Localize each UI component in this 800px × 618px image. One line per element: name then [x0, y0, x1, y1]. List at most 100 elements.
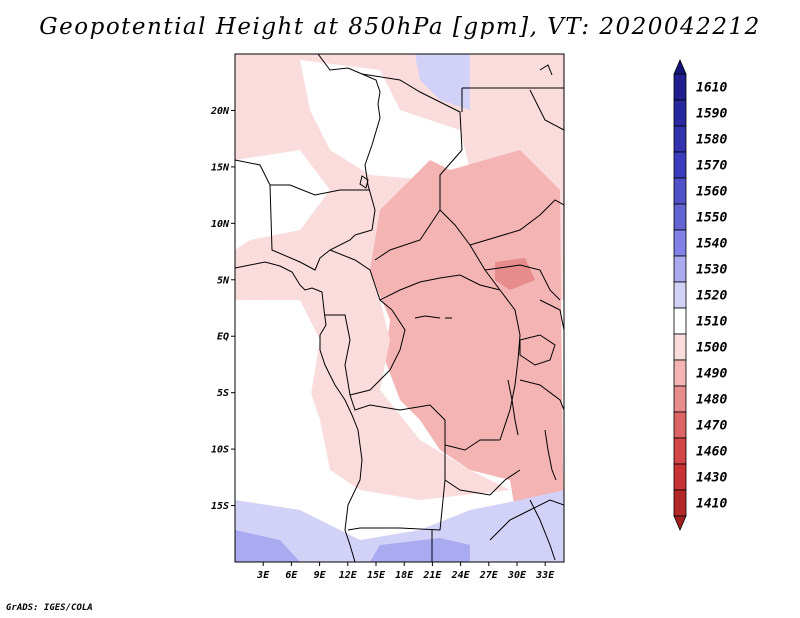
border-drc-east [499, 289, 521, 441]
colorbar-label: 1550 [696, 211, 727, 226]
colorbar-label: 1590 [696, 107, 727, 122]
colorbar-top-arrow [673, 58, 687, 75]
colorbar-label: 1510 [696, 315, 727, 330]
border-kenya [539, 299, 564, 331]
credit-label: GrADS: IGES/COLA [6, 603, 93, 613]
colorbar-label: 1480 [696, 393, 727, 408]
border-eritrea [529, 89, 564, 131]
region-gulf-of-guinea [235, 300, 320, 510]
colorbar-label: 1580 [696, 133, 727, 148]
colorbar-swatch [673, 359, 687, 387]
colorbar-label: 1410 [696, 497, 727, 512]
coast-lake-malawi [544, 429, 557, 481]
y-tick-label: 5S [217, 388, 229, 399]
colorbar-swatch [673, 125, 687, 153]
region-northwest-white [235, 150, 330, 250]
y-tick-label: 20N [210, 106, 230, 117]
border-zambia [444, 445, 521, 496]
x-tick-label: 27E [479, 570, 499, 581]
y-tick-label: 5N [217, 275, 230, 286]
colorbar-label: 1490 [696, 367, 727, 382]
x-tick-label: 24E [451, 570, 471, 581]
x-axis: 3E 6E 9E 12E 15E 18E 21E 24E 27E 30E 33E [256, 562, 555, 581]
border-niger-chad [354, 164, 376, 236]
region-southern-africa [235, 490, 564, 562]
x-tick-label: 21E [422, 570, 442, 581]
colorbar-swatch [673, 99, 687, 127]
border-tanzania [519, 379, 564, 411]
colorbar-label: 1610 [696, 81, 727, 96]
colorbar-label: 1520 [696, 289, 727, 304]
coastlines [235, 64, 557, 562]
colorbar-label: 1430 [696, 471, 727, 486]
coast-west-africa [235, 261, 363, 562]
border-congo-drc [349, 309, 406, 396]
x-tick-label: 3E [256, 570, 270, 581]
colorbar-bottom-arrow [673, 515, 687, 532]
x-tick-label: 9E [314, 570, 327, 581]
y-tick-label: 15S [211, 501, 229, 512]
coast-lake-tanganyika [507, 379, 519, 436]
border-car-south [379, 274, 501, 301]
border-gabon-congo [325, 314, 351, 396]
colorbar-swatch [673, 151, 687, 179]
country-borders [235, 54, 564, 562]
border-south-sudan-ethiopia [484, 264, 561, 301]
border-nigeria [269, 184, 356, 271]
border-sudan-ethiopia [469, 199, 564, 246]
colorbar-swatch [673, 229, 687, 257]
colorbar: 1610 1590 1580 1570 1560 1550 1540 1530 1520 1510… [673, 58, 727, 532]
border-chad-car [374, 209, 441, 261]
colorbar-swatch [673, 333, 687, 361]
region-southeast-high [370, 538, 470, 562]
y-tick-label: 10N [211, 219, 230, 230]
border-mozambique [529, 499, 556, 561]
x-tick-label: 6E [285, 570, 298, 581]
colorbar-swatch [673, 489, 687, 517]
colorbar-swatch [673, 281, 687, 309]
region-northeast-corner [415, 54, 470, 110]
colorbar-swatch [673, 255, 687, 283]
region-upper-white [300, 60, 470, 180]
coast-lake-chad [359, 175, 369, 189]
colorbar-swatch [673, 385, 687, 413]
y-tick-label: 15N [211, 162, 230, 173]
border-libya-egypt [361, 73, 463, 151]
x-tick-label: 33E [535, 570, 555, 581]
y-axis: 20N 15N 10N 5N EQ 5S 10S 15S [210, 106, 235, 512]
colorbar-label: 1570 [696, 159, 727, 174]
colorbar-label: 1470 [696, 419, 727, 434]
x-tick-label: 12E [339, 570, 358, 581]
x-tick-label: 18E [395, 570, 414, 581]
region-southern-high [235, 530, 300, 562]
colorbar-swatch [673, 437, 687, 465]
coast-red-sea [539, 64, 553, 76]
coast-lake-victoria [519, 334, 556, 366]
colorbar-swatch [673, 307, 687, 335]
colorbar-swatch [673, 73, 687, 101]
border-angola-namibia [347, 479, 446, 531]
colorbar-label: 1500 [696, 341, 727, 356]
colorbar-label: 1560 [696, 185, 727, 200]
y-tick-label: 10S [211, 445, 229, 456]
x-tick-label: 15E [367, 570, 386, 581]
colorbar-label: 1460 [696, 445, 727, 460]
border-cameroon-car [329, 249, 393, 311]
colorbar-swatch [673, 203, 687, 231]
coast-congo-river [414, 315, 452, 319]
x-tick-label: 30E [507, 570, 527, 581]
colorbar-label: 1530 [696, 263, 727, 278]
chart-title: Geopotential Height at 850hPa [gpm], VT:… [39, 14, 761, 40]
border-drc-angola [349, 394, 500, 451]
map-frame [234, 53, 565, 563]
shaded-field [235, 54, 564, 562]
colorbar-label: 1540 [696, 237, 727, 252]
border-algeria-libya [317, 54, 381, 166]
colorbar-swatch [673, 411, 687, 439]
border-mali-niger [235, 159, 370, 196]
colorbar-swatch [673, 463, 687, 491]
colorbar-swatch [673, 177, 687, 205]
border-zimbabwe [489, 499, 564, 541]
y-tick-label: EQ [217, 332, 229, 343]
